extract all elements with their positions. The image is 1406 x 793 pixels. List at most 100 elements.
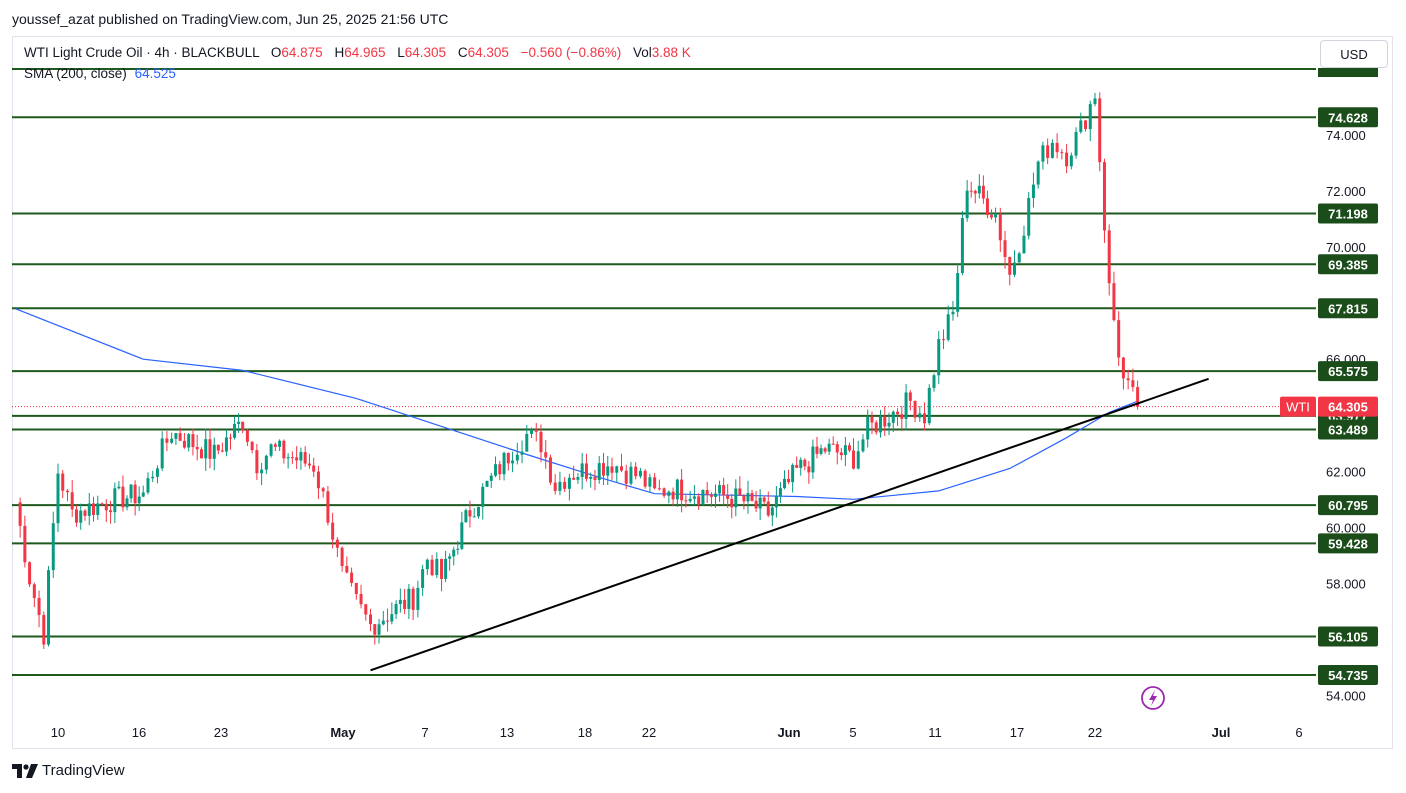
candle-body: [803, 459, 807, 467]
candle-body: [515, 454, 519, 461]
time-tick-label: 5: [849, 725, 856, 740]
candle-body: [548, 457, 552, 483]
candle-body: [705, 490, 709, 495]
candle-body: [878, 416, 882, 433]
candle-body: [843, 445, 847, 456]
candle-body: [811, 446, 815, 473]
candle-body: [299, 452, 303, 461]
candle-body: [1107, 230, 1111, 284]
candle-body: [1093, 98, 1097, 105]
candle-body: [746, 493, 750, 502]
candle-body: [1027, 197, 1031, 236]
candle-body: [369, 614, 373, 625]
candle-body: [1136, 387, 1140, 407]
candle-body: [468, 510, 472, 517]
candle-body: [969, 190, 973, 192]
currency-button[interactable]: USD: [1320, 40, 1388, 68]
candle-body: [638, 470, 642, 477]
candle-body: [610, 466, 614, 473]
sma-label: SMA (200, close): [24, 66, 127, 81]
candle-body: [335, 539, 339, 548]
candle-body: [220, 450, 224, 452]
candle-body: [597, 463, 601, 480]
candle-body: [255, 450, 259, 474]
candle-body: [742, 495, 746, 502]
candle-body: [260, 469, 264, 474]
candle-body: [96, 503, 100, 515]
candle-body: [913, 400, 917, 418]
candle-body: [425, 559, 429, 570]
candle-body: [977, 185, 981, 194]
candle-body: [667, 491, 671, 496]
candle-body: [273, 444, 277, 447]
level-label: 60.795: [1328, 498, 1368, 513]
candle-body: [430, 559, 434, 576]
candle-body: [807, 466, 811, 473]
candle-body: [584, 463, 588, 479]
candle-body: [125, 498, 129, 508]
candle-body: [1022, 235, 1026, 254]
candle-body: [956, 273, 960, 312]
level-label: 63.489: [1328, 423, 1368, 438]
candle-body: [1003, 240, 1007, 257]
candle-body: [83, 510, 87, 516]
candle-body: [839, 452, 843, 456]
candle-body: [589, 476, 593, 479]
price-tick-label: 54.000: [1326, 689, 1366, 704]
time-tick-label: Jun: [777, 725, 800, 740]
candle-body: [411, 588, 415, 610]
candle-body: [151, 476, 155, 479]
candle-body: [100, 503, 104, 505]
candle-body: [819, 448, 823, 454]
candle-body: [734, 488, 738, 508]
candle-body: [1008, 256, 1012, 275]
candle-body: [56, 473, 60, 524]
candle-body: [146, 478, 150, 493]
candle-body: [774, 496, 778, 508]
candle-body: [778, 488, 782, 497]
candle-body: [18, 502, 22, 526]
candles-layer: [18, 92, 1140, 649]
price-tick-label: 70.000: [1326, 240, 1366, 255]
candle-body: [567, 477, 571, 489]
candle-body: [464, 510, 468, 523]
candle-body: [421, 569, 425, 588]
candle-body: [237, 421, 241, 424]
candle-body: [373, 624, 377, 635]
candle-body: [831, 443, 835, 445]
candle-body: [398, 599, 402, 604]
lightning-icon[interactable]: [1141, 686, 1165, 710]
candle-body: [662, 488, 666, 496]
candle-body: [887, 422, 891, 427]
candle-body: [326, 491, 330, 523]
candle-body: [624, 470, 628, 484]
candle-body: [212, 444, 216, 459]
candle-body: [204, 439, 208, 459]
sma-legend[interactable]: SMA (200, close) 64.525: [24, 66, 176, 81]
level-label: 65.575: [1328, 364, 1368, 379]
candle-body: [364, 604, 368, 615]
candle-body: [264, 455, 268, 470]
candle-body: [312, 465, 316, 472]
candle-body: [657, 488, 661, 490]
chart-frame[interactable]: [12, 36, 1393, 749]
tradingview-logo[interactable]: TradingView: [12, 762, 125, 779]
candle-body: [904, 392, 908, 419]
candle-body: [1117, 320, 1121, 358]
candle-body: [303, 452, 307, 464]
candle-body: [1060, 152, 1064, 154]
candle-body: [758, 497, 762, 509]
candle-body: [386, 620, 390, 622]
candle-body: [714, 493, 718, 497]
candle-body: [766, 501, 770, 516]
candle-body: [65, 490, 69, 493]
candle-body: [553, 482, 557, 491]
level-label: 69.385: [1328, 257, 1368, 272]
open-label: O: [270, 45, 282, 60]
time-tick-label: 23: [214, 725, 228, 740]
candle-body: [1013, 262, 1017, 275]
candle-body: [460, 522, 464, 549]
time-tick-label: 7: [421, 725, 428, 740]
candle-body: [530, 429, 534, 434]
